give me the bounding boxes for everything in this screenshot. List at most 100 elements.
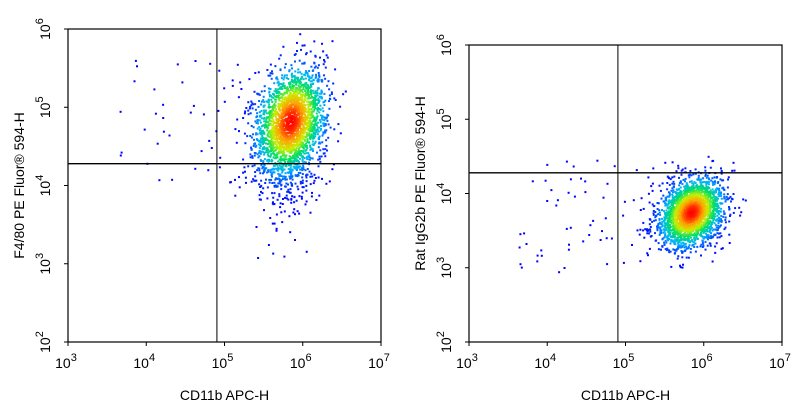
- event-dot: [295, 158, 298, 161]
- event-dot: [243, 166, 246, 169]
- event-dot: [649, 230, 652, 233]
- event-dot: [306, 127, 309, 129]
- event-dot: [281, 94, 284, 97]
- event-dot: [711, 210, 714, 213]
- event-dot: [676, 197, 678, 200]
- event-dot: [670, 189, 673, 192]
- event-dot: [678, 223, 681, 226]
- event-dot: [316, 94, 319, 97]
- event-dot: [300, 116, 303, 119]
- event-dot: [303, 120, 306, 123]
- event-dot: [252, 126, 255, 129]
- event-dot: [683, 236, 686, 239]
- event-dot: [695, 188, 698, 191]
- event-dot: [700, 226, 703, 229]
- event-dot: [293, 165, 296, 168]
- event-dot: [265, 121, 268, 123]
- event-dot: [309, 158, 311, 161]
- event-dot: [680, 242, 683, 245]
- event-dot: [292, 134, 295, 137]
- event-dot: [309, 123, 312, 126]
- event-dot: [289, 124, 292, 127]
- event-dot: [253, 90, 256, 93]
- event-dot: [278, 83, 281, 86]
- event-dot: [273, 90, 276, 93]
- event-dot: [296, 185, 299, 188]
- event-dot: [248, 107, 251, 110]
- event-dot: [282, 151, 285, 154]
- event-dot: [272, 94, 275, 97]
- event-dot: [290, 97, 293, 100]
- event-dot: [686, 187, 689, 190]
- event-dot: [301, 94, 304, 97]
- event-dot: [719, 191, 722, 194]
- event-dot: [703, 202, 706, 205]
- event-dot: [660, 197, 663, 200]
- event-dot: [279, 127, 282, 130]
- event-dot: [268, 178, 271, 181]
- event-dot: [667, 223, 670, 226]
- event-dot: [280, 175, 283, 178]
- event-dot: [686, 189, 689, 192]
- event-dot: [288, 135, 291, 138]
- event-dot: [686, 214, 689, 217]
- event-dot: [276, 134, 279, 137]
- event-dot: [674, 210, 677, 213]
- event-dot: [264, 110, 267, 113]
- event-dot: [670, 219, 672, 222]
- event-dot: [731, 169, 734, 172]
- event-dot: [283, 175, 286, 178]
- event-dot: [662, 200, 665, 203]
- event-dot: [285, 158, 287, 161]
- event-dot: [732, 211, 735, 214]
- event-dot: [292, 159, 295, 162]
- event-dot: [693, 246, 696, 248]
- event-dot: [720, 167, 722, 170]
- event-dot: [262, 99, 265, 102]
- event-dot: [286, 120, 288, 123]
- event-dot: [718, 236, 721, 239]
- event-dot: [270, 160, 273, 163]
- event-dot: [257, 119, 260, 121]
- event-dot: [318, 111, 321, 114]
- event-dot: [682, 229, 685, 232]
- event-dot: [307, 84, 310, 87]
- event-dot: [295, 148, 297, 151]
- event-dot: [256, 153, 259, 156]
- event-dot: [279, 137, 282, 140]
- event-dot: [284, 102, 287, 105]
- event-dot: [282, 152, 284, 155]
- event-dot: [319, 142, 322, 145]
- event-dot: [278, 158, 281, 161]
- event-dot: [308, 154, 311, 157]
- event-dot: [690, 187, 693, 190]
- event-dot: [697, 177, 700, 179]
- event-dot: [302, 88, 305, 91]
- event-dot: [305, 53, 307, 56]
- event-dot: [739, 214, 742, 217]
- event-dot: [280, 115, 283, 118]
- event-dot: [300, 48, 302, 51]
- event-dot: [304, 96, 307, 99]
- event-dot: [701, 240, 704, 243]
- event-dot: [665, 209, 668, 212]
- event-dot: [274, 88, 277, 91]
- event-dot: [296, 106, 299, 109]
- event-dot: [250, 180, 253, 183]
- event-dot: [646, 252, 649, 255]
- event-dot: [324, 99, 327, 102]
- event-dot: [268, 124, 271, 127]
- event-dot: [294, 182, 297, 185]
- event-dot: [668, 195, 671, 198]
- event-dot: [672, 180, 675, 183]
- event-dot: [306, 123, 309, 126]
- event-dot: [282, 131, 285, 134]
- event-dot: [295, 82, 298, 85]
- event-dot: [714, 212, 717, 215]
- event-dot: [679, 198, 682, 201]
- event-dot: [661, 182, 664, 185]
- event-dot: [710, 235, 713, 238]
- event-dot: [275, 108, 277, 111]
- event-dot: [302, 142, 304, 145]
- event-dot: [294, 239, 296, 241]
